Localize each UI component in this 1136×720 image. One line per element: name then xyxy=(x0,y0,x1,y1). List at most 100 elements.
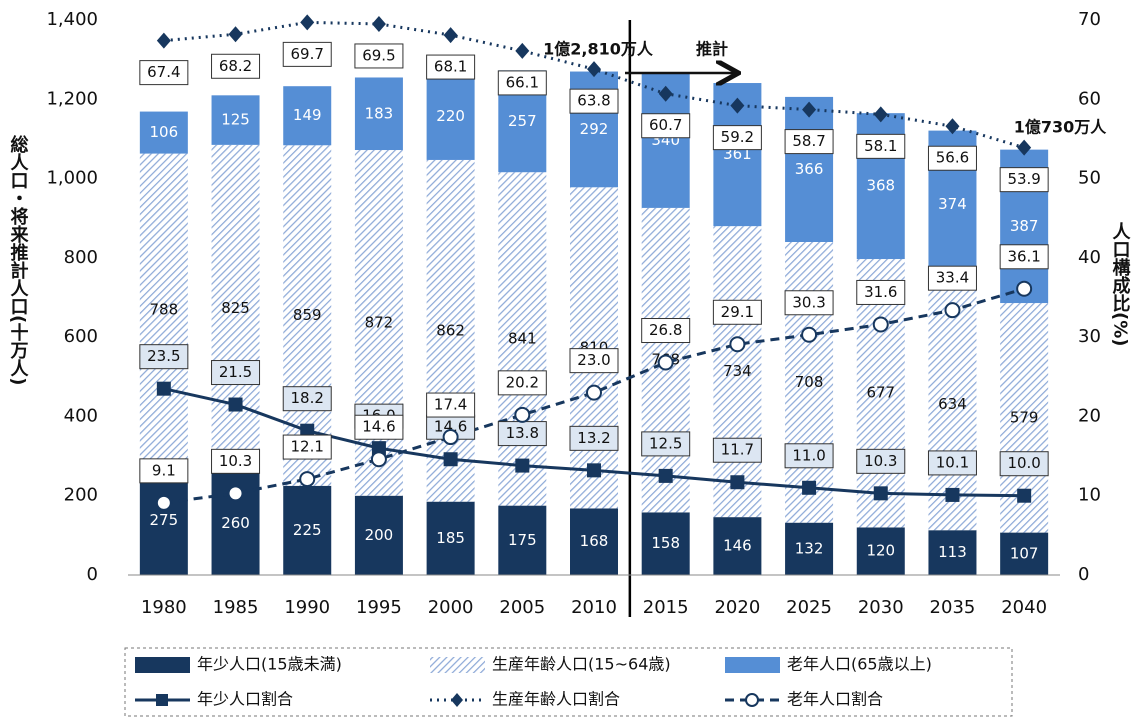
ratio-label-box xyxy=(139,60,189,86)
ratio-label: 14.6 xyxy=(434,418,467,436)
ratio-label: 59.2 xyxy=(721,128,754,146)
ratio-label-box xyxy=(426,54,476,80)
bar-value-label: 185 xyxy=(436,529,465,547)
ratio-label: 13.2 xyxy=(577,429,610,447)
bar-value-label: 106 xyxy=(150,123,179,141)
bar-value-label: 788 xyxy=(150,300,179,318)
ratio-marker xyxy=(515,42,530,59)
ratio-label: 11.0 xyxy=(792,446,825,464)
ratio-label-box xyxy=(999,167,1049,193)
y-tick-label: 1,400 xyxy=(46,9,98,30)
y-tick-label: 800 xyxy=(64,247,98,268)
x-tick-label: 2035 xyxy=(930,597,976,618)
legend-marker xyxy=(156,694,168,706)
ratio-marker xyxy=(801,326,818,343)
ratio-label: 13.8 xyxy=(506,424,539,442)
bar-segment xyxy=(570,508,618,575)
ratio-label-box xyxy=(712,437,762,463)
ratio-label-box xyxy=(354,43,404,69)
ratio-label: 29.1 xyxy=(721,303,754,321)
bar-segment xyxy=(713,226,762,518)
ratio-marker xyxy=(873,106,888,123)
ratio-marker xyxy=(371,15,386,32)
ratio-label-box xyxy=(999,451,1049,477)
ratio-marker xyxy=(873,486,888,501)
legend-swatch xyxy=(725,657,780,673)
ratio-label-box xyxy=(856,279,906,305)
ratio-marker xyxy=(443,452,458,467)
x-tick-label: 2025 xyxy=(786,597,832,618)
ratio-label: 30.3 xyxy=(792,293,825,311)
ratio-label-box xyxy=(497,421,547,447)
bar-segment xyxy=(211,144,260,472)
legend-marker xyxy=(451,693,463,707)
ratio-label: 69.5 xyxy=(362,46,395,64)
bar-value-label: 374 xyxy=(938,195,967,213)
bar-segment xyxy=(139,111,188,154)
ratio-marker xyxy=(802,101,817,118)
ratio-label-box xyxy=(712,299,762,325)
y-tick-label: 600 xyxy=(64,326,98,347)
ratio-label: 23.0 xyxy=(577,351,610,369)
y-tick-label: 400 xyxy=(64,405,98,426)
ratio-label: 14.6 xyxy=(362,418,395,436)
ratio-label: 68.2 xyxy=(219,57,252,75)
ratio-label-box xyxy=(927,450,977,476)
bar-value-label: 168 xyxy=(580,532,609,550)
x-tick-label: 1995 xyxy=(356,597,402,618)
ratio-marker xyxy=(872,316,889,333)
y2-tick-label: 20 xyxy=(1078,405,1101,426)
y2-tick-label: 50 xyxy=(1078,168,1101,189)
bar-value-label: 366 xyxy=(795,160,824,178)
ratio-label: 23.5 xyxy=(147,347,180,365)
ratio-marker xyxy=(228,26,243,43)
ratio-marker xyxy=(299,471,316,488)
y-tick-label: 1,200 xyxy=(46,88,98,109)
ratio-label-box xyxy=(139,344,189,370)
ratio-label: 9.1 xyxy=(152,461,176,479)
legend-label: 年少人口割合 xyxy=(197,690,293,709)
legend-label: 老年人口(65歳以上) xyxy=(787,655,932,674)
bar-value-label: 175 xyxy=(508,531,537,549)
ratio-marker xyxy=(300,14,315,31)
ratio-label: 10.1 xyxy=(936,453,969,471)
ratio-label: 33.4 xyxy=(936,269,969,287)
bar-value-label: 125 xyxy=(221,111,250,129)
ratio-marker xyxy=(587,463,601,478)
ratio-label-box xyxy=(784,290,834,316)
ratio-marker xyxy=(228,397,243,412)
bar-value-label: 677 xyxy=(866,384,895,402)
ratio-marker xyxy=(657,354,674,371)
bar-segment xyxy=(785,522,834,575)
bar-segment xyxy=(785,242,834,523)
bar-value-label: 158 xyxy=(651,534,680,552)
ratio-label: 21.5 xyxy=(219,363,252,381)
bar-value-label: 387 xyxy=(1010,217,1039,235)
ratio-label: 10.0 xyxy=(1007,454,1040,472)
ratio-label-box xyxy=(856,448,906,474)
ratio-label-box xyxy=(354,414,404,440)
ratio-label: 56.6 xyxy=(936,149,969,167)
bar-value-label: 132 xyxy=(795,539,824,557)
ratio-marker xyxy=(371,441,386,456)
ratio-label-box xyxy=(497,370,547,396)
annotation: 1億2,810万人 xyxy=(543,40,654,59)
bar-value-label: 183 xyxy=(365,104,394,122)
bar-value-label: 107 xyxy=(1010,544,1039,562)
bar-value-label: 113 xyxy=(938,543,967,561)
ratio-marker xyxy=(156,381,171,396)
legend-frame xyxy=(124,647,1013,717)
bar-segment xyxy=(928,530,977,575)
bar-segment xyxy=(354,495,403,575)
bar-value-label: 859 xyxy=(293,306,322,324)
y2-tick-label: 70 xyxy=(1078,9,1101,30)
bar-value-label: 146 xyxy=(723,537,752,555)
ratio-label: 18.2 xyxy=(291,389,324,407)
ratio-label-box xyxy=(712,125,762,151)
legend-label: 生産年齢人口割合 xyxy=(492,690,620,709)
ratio-marker xyxy=(658,85,673,102)
ratio-marker xyxy=(514,406,531,423)
bar-value-label: 120 xyxy=(866,542,895,560)
bar-segment xyxy=(785,96,834,243)
bar-segment xyxy=(139,153,188,466)
